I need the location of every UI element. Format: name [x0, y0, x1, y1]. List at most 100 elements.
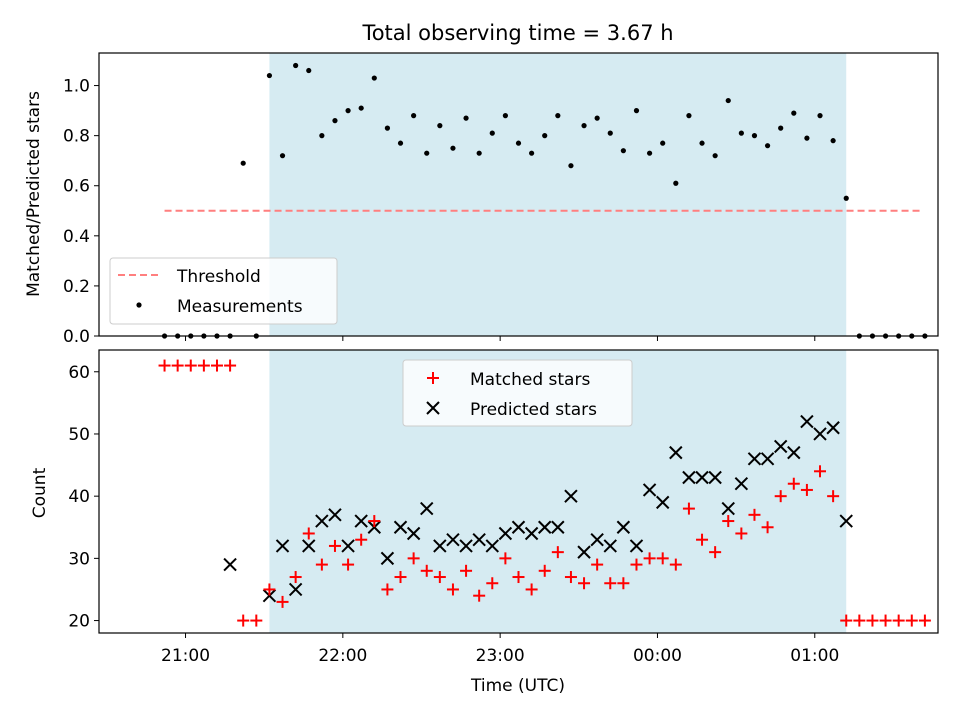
predicted-star-marker	[485, 539, 499, 553]
predicted-star-marker	[524, 526, 539, 541]
bottom-y-axis-label: Count	[30, 467, 50, 518]
measurement-point	[358, 105, 364, 111]
predicted-star-marker	[642, 483, 657, 497]
predicted-star-marker	[302, 539, 316, 553]
measurement-point	[699, 140, 705, 146]
matched-star-marker	[696, 533, 709, 546]
predicted-star-marker	[800, 414, 814, 429]
measurement-point	[437, 123, 443, 129]
predicted-star-marker	[380, 551, 395, 566]
measurement-point	[620, 148, 626, 154]
matched-star-marker	[328, 539, 341, 552]
bottom-y-tick-label: 20	[68, 612, 90, 632]
matched-star-marker	[774, 490, 787, 503]
measurement-point	[725, 97, 731, 104]
bottom-plot-frame	[98, 349, 939, 634]
top-legend-box	[109, 257, 338, 325]
matched-star-marker	[604, 577, 617, 590]
predicted-star-marker	[367, 520, 382, 534]
measurement-point	[791, 110, 797, 116]
measurement-point	[778, 125, 784, 131]
predicted-star-marker	[538, 520, 552, 534]
predicted-star-marker	[472, 532, 486, 547]
matched-star-marker	[879, 614, 892, 627]
matched-star-marker	[420, 564, 433, 577]
matched-star-marker	[499, 552, 512, 565]
predicted-star-marker	[629, 539, 644, 553]
predicted-star-marker	[708, 470, 722, 485]
measurement-point	[463, 115, 469, 121]
matched-star-marker	[591, 558, 604, 571]
top-y-axis: 0.0 0.2 0.4 0.6 0.8 1.0	[63, 77, 99, 347]
measurement-point	[371, 75, 377, 81]
bottom-points-layer	[158, 359, 931, 627]
matched-star-marker	[407, 552, 420, 565]
measurement-point	[529, 150, 535, 156]
measurement-point	[568, 163, 574, 169]
predicted-star-marker	[734, 477, 749, 491]
measurement-point	[450, 145, 456, 151]
matched-star-marker	[682, 502, 695, 515]
predicted-star-marker	[288, 582, 303, 597]
top-chart-title: Total observing time = 3.67 h	[361, 21, 673, 45]
matched-star-marker	[787, 477, 800, 490]
measurement-point	[555, 113, 561, 119]
matched-star-marker	[853, 614, 866, 627]
predicted-star-marker	[655, 495, 670, 510]
top-observing-window	[269, 53, 847, 336]
measurement-point	[279, 153, 286, 159]
matched-star-marker	[525, 583, 538, 596]
matched-star-marker	[827, 490, 840, 503]
measurement-point	[345, 108, 351, 114]
measurement-point	[424, 150, 430, 156]
measurement-point	[502, 113, 508, 119]
measurement-point	[266, 72, 273, 79]
matched-star-marker	[302, 527, 315, 540]
matched-star-marker	[551, 546, 564, 559]
predicted-star-marker	[616, 520, 631, 534]
predicted-star-marker	[498, 526, 513, 541]
matched-star-marker	[761, 521, 774, 534]
matched-star-marker	[918, 614, 931, 627]
measurement-point	[319, 133, 325, 139]
legend-matched-label: Matched stars	[470, 370, 590, 390]
bottom-x-tick-label: 22:00	[318, 646, 367, 666]
predicted-star-marker	[773, 439, 788, 454]
bottom-y-tick-label: 60	[68, 363, 90, 383]
predicted-star-marker	[813, 427, 827, 441]
predicted-star-marker	[747, 452, 762, 466]
measurement-point	[332, 118, 338, 124]
measurement-point	[411, 113, 417, 119]
predicted-star-marker	[511, 520, 526, 534]
matched-star-marker	[578, 577, 591, 590]
legend-threshold-label: Threshold	[176, 267, 261, 287]
predicted-star-marker	[590, 532, 604, 547]
predicted-star-marker	[262, 588, 277, 603]
measurement-point	[764, 143, 771, 149]
matched-star-marker	[669, 558, 682, 571]
top-plot-frame	[98, 52, 939, 337]
matched-star-marker	[184, 359, 197, 372]
matched-star-marker	[237, 614, 250, 627]
measurement-point	[542, 133, 548, 139]
legend-matched-swatch	[427, 372, 439, 384]
measurement-point	[397, 140, 404, 146]
bottom-legend-box	[402, 359, 633, 427]
predicted-star-marker	[669, 445, 683, 460]
matched-star-marker	[800, 483, 813, 496]
matched-star-marker	[276, 595, 289, 608]
bottom-y-tick-label: 50	[68, 425, 90, 445]
matched-star-marker	[538, 564, 551, 577]
predicted-star-marker	[760, 452, 775, 466]
predicted-star-marker	[826, 421, 840, 435]
top-y-axis-label: Matched/Predicted stars	[24, 91, 44, 297]
matched-star-marker	[263, 583, 276, 596]
matched-star-marker	[394, 571, 407, 584]
predicted-star-marker	[603, 539, 617, 553]
measurement-point	[738, 130, 744, 136]
bottom-x-tick-label: 21:00	[161, 646, 210, 666]
predicted-star-marker	[341, 539, 355, 553]
bottom-x-tick-label: 01:00	[790, 646, 839, 666]
measurement-point	[804, 135, 810, 141]
